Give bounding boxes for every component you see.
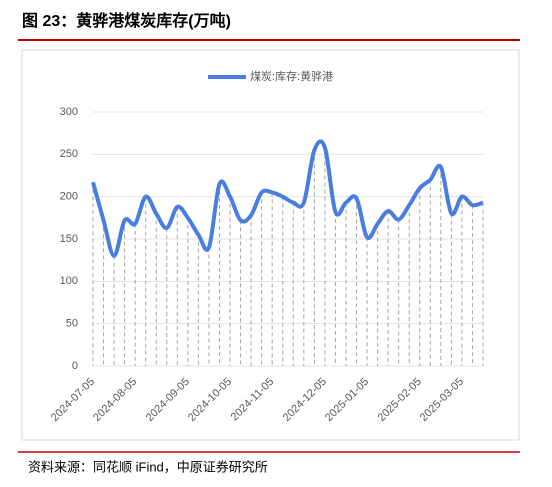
source-note: 资料来源：同花顺 iFind，中原证券研究所 (28, 459, 268, 474)
x-tick-label: 2025-01-05 (323, 376, 371, 424)
x-tick-label: 2024-11-05 (229, 376, 277, 424)
legend-label: 煤炭:库存:黄骅港 (250, 69, 333, 83)
figure-title: 图 23：黄骅港煤炭库存(万吨) (22, 11, 231, 30)
y-tick-label: 50 (66, 318, 78, 330)
y-tick-label: 250 (60, 148, 78, 160)
y-tick-label: 200 (60, 191, 78, 203)
x-tick-label: 2025-03-05 (418, 376, 466, 424)
x-tick-label: 2025-02-05 (376, 376, 424, 424)
y-tick-label: 0 (72, 360, 78, 372)
y-tick-label: 300 (60, 106, 78, 118)
x-tick-label: 2024-07-05 (49, 376, 97, 424)
x-tick-label: 2024-12-05 (281, 376, 329, 424)
series-line (91, 139, 484, 258)
y-tick-label: 100 (60, 275, 78, 287)
x-tick-label: 2024-09-05 (144, 376, 192, 424)
y-tick-label: 150 (60, 233, 78, 245)
chart-frame (21, 49, 520, 441)
x-tick-label: 2024-10-05 (186, 376, 234, 424)
x-tick-label: 2024-08-05 (91, 376, 139, 424)
